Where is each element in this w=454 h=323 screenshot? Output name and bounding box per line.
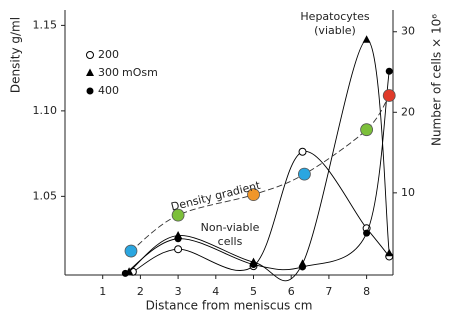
marker	[299, 263, 307, 271]
marker	[360, 123, 374, 137]
series-line	[130, 95, 390, 252]
marker	[86, 87, 94, 95]
y-tick-label: 1.15	[33, 18, 58, 31]
marker	[385, 248, 394, 257]
x-axis-label: Distance from meniscus cm	[146, 299, 313, 313]
annotation: Non-viable	[201, 221, 260, 234]
x-tick-label: 6	[288, 285, 295, 298]
x-tick-label: 4	[212, 285, 219, 298]
x-tick-label: 5	[250, 285, 257, 298]
y2-tick-label: 20	[401, 105, 415, 118]
marker	[250, 261, 258, 269]
y-tick-label: 1.10	[33, 104, 58, 117]
marker	[174, 235, 182, 243]
y2-tick-label: 10	[401, 186, 415, 199]
marker	[124, 244, 138, 258]
marker	[298, 147, 307, 156]
series-line	[128, 39, 390, 282]
y-axis-label: Density g/ml	[9, 17, 23, 93]
legend-label: 300	[98, 66, 119, 79]
marker	[86, 68, 94, 76]
marker	[171, 208, 185, 222]
x-tick-label: 1	[99, 285, 106, 298]
annotation: (viable)	[314, 24, 356, 37]
marker	[363, 229, 371, 237]
y2-tick-label: 30	[401, 25, 415, 38]
y2-axis-label: Number of cells × 10⁶	[430, 14, 444, 146]
x-tick-label: 3	[175, 285, 182, 298]
annotation: Hepatocytes	[300, 10, 369, 23]
y-tick-label: 1.05	[33, 189, 58, 202]
marker	[121, 269, 129, 277]
annotation: cells	[218, 235, 243, 248]
legend-label: 400	[98, 84, 119, 97]
marker	[247, 188, 260, 202]
marker	[385, 67, 393, 75]
x-tick-label: 8	[363, 285, 370, 298]
series-line	[125, 71, 390, 274]
legend-title: mOsm	[122, 66, 158, 79]
legend-label: 200	[98, 48, 119, 61]
marker	[382, 89, 396, 102]
marker	[86, 51, 94, 59]
marker	[298, 167, 311, 181]
x-tick-label: 7	[325, 285, 332, 298]
marker	[174, 245, 183, 254]
x-tick-label: 2	[137, 285, 144, 298]
marker	[362, 35, 371, 43]
